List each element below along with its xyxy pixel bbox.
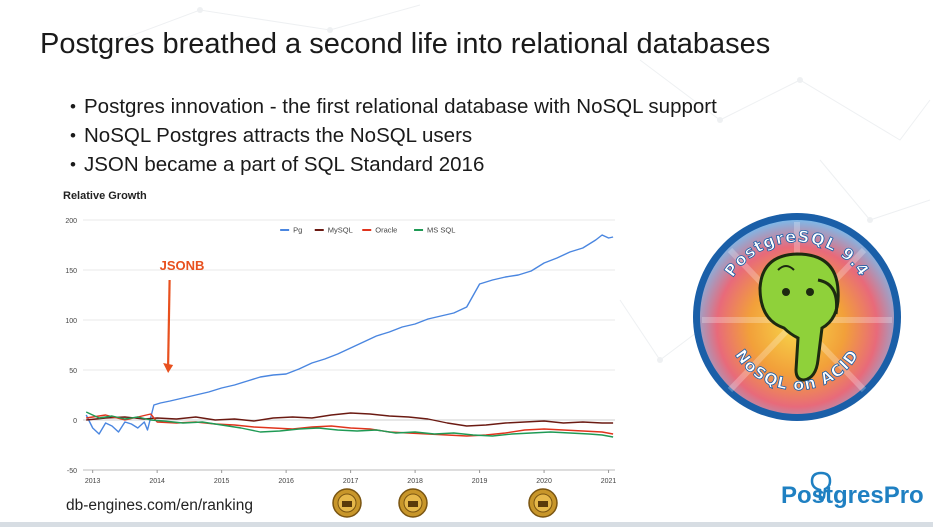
y-tick-label: -50 <box>67 468 77 475</box>
legend-label: Oracle <box>375 226 397 235</box>
x-tick-label: 2014 <box>149 478 165 485</box>
annotation-arrow <box>167 279 171 366</box>
y-tick-label: 100 <box>65 318 77 325</box>
y-tick-label: 0 <box>73 418 77 425</box>
x-tick-label: 2020 <box>536 478 552 485</box>
series-line-ms-sql <box>85 411 614 438</box>
bullet-item: Postgres innovation - the first relation… <box>70 92 717 121</box>
chart-title: Relative Growth <box>63 190 147 202</box>
y-tick-label: 200 <box>65 218 77 225</box>
legend-label: MySQL <box>328 226 353 235</box>
series-line-pg <box>85 234 614 435</box>
x-tick-label: 2015 <box>214 478 230 485</box>
brand-name: PostgresPro <box>781 482 924 509</box>
slide-title: Postgres breathed a second life into rel… <box>40 28 771 60</box>
x-tick-label: 2016 <box>278 478 294 485</box>
x-tick-label: 2017 <box>343 478 359 485</box>
series-line-mysql <box>86 412 614 427</box>
x-tick-label: 2013 <box>85 478 101 485</box>
x-tick-label: 2021 <box>601 478 617 485</box>
postgrespro-elephant-icon <box>810 471 832 501</box>
x-tick-label: 2019 <box>472 478 488 485</box>
bullet-list: Postgres innovation - the first relation… <box>70 92 717 179</box>
annotation-label: JSONB <box>160 258 205 273</box>
legend-label: Pg <box>293 226 302 235</box>
annotation-arrowhead <box>163 363 174 373</box>
elephant-logo-icon: PostgreSQL 9.4 NoSQL on ACID <box>693 213 901 421</box>
relative-growth-chart: -50 0 50 100 150 200 2013 2014 2015 2016 2017 2018 2… <box>65 218 617 485</box>
award-medal-icon <box>398 488 428 518</box>
x-tick-label: 2018 <box>407 478 423 485</box>
bullet-item: NoSQL Postgres attracts the NoSQL users <box>70 121 717 150</box>
source-link[interactable]: db-engines.com/en/ranking <box>66 497 253 514</box>
y-tick-label: 50 <box>69 368 77 375</box>
award-medal-icon <box>528 488 558 518</box>
bullet-item: JSON became a part of SQL Standard 2016 <box>70 150 717 179</box>
y-tick-label: 150 <box>65 268 77 275</box>
legend-label: MS SQL <box>427 226 455 235</box>
bottom-rule <box>0 522 933 527</box>
award-medal-icon <box>332 488 362 518</box>
